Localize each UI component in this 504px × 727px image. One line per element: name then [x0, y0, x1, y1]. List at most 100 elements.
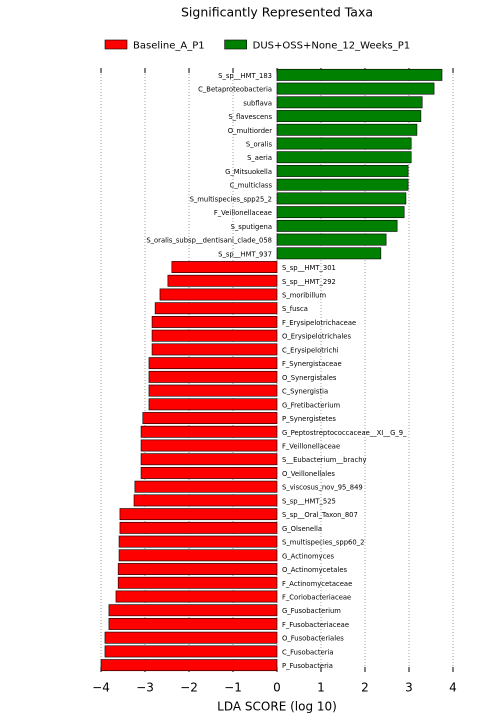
- legend-label: Baseline_A_P1: [133, 41, 205, 52]
- bar-label: S_sp__HMT_292: [282, 278, 336, 286]
- bar-label: subflava: [243, 99, 272, 107]
- bar-label: P_Fusobacteria: [282, 662, 333, 670]
- bar-label: P_Synergistetes: [282, 415, 336, 423]
- bar-label: C_Erysipelotrichi: [282, 346, 339, 354]
- bar-label: G_Fretibacterium: [282, 401, 341, 409]
- bar: [117, 576, 278, 589]
- x-tick-label: −3: [136, 681, 154, 695]
- bar: [108, 618, 278, 630]
- bar-label: C_Betaproteobacteria: [198, 86, 272, 94]
- bar-label: F_Veillonellaceae: [282, 443, 340, 451]
- bar-label: F_Fusobacteriaceae: [282, 621, 349, 629]
- bar: [119, 508, 278, 521]
- bar-label: F_Erysipelotrichaceae: [282, 319, 356, 327]
- bar-label: S_viscosus_nov_95_849: [282, 484, 363, 492]
- bar-label: F_Actinomycetaceae: [282, 580, 352, 588]
- legend-swatch: [104, 39, 128, 50]
- bar-label: S_multispecies_spp60_2: [282, 539, 364, 547]
- bar: [118, 535, 278, 548]
- x-tick-label: 1: [317, 681, 325, 695]
- x-tick-label: 3: [405, 681, 413, 695]
- bar-label: G_Peptostreptococcaceae__XI__G_9_: [282, 429, 407, 437]
- bar: [276, 137, 412, 150]
- bar-label: F_Coriobacteriaceae: [282, 594, 351, 602]
- bar: [276, 233, 387, 246]
- bar: [276, 123, 418, 136]
- legend-swatch: [224, 39, 247, 50]
- bar-label: S_multispecies_spp25_2: [190, 195, 272, 203]
- bar: [276, 68, 443, 81]
- bar: [167, 274, 278, 287]
- bar-label: F_Synergistaceae: [282, 360, 342, 368]
- bar: [119, 521, 278, 534]
- bar: [140, 467, 278, 479]
- bar-label: O_Erysipelotrichales: [282, 333, 351, 341]
- bar-label: S__Eubacterium__brachy: [282, 456, 367, 464]
- bar-label: S_sp__HMT_183: [218, 72, 272, 80]
- bar-label: S_oralis_subsp__dentisani_clade_058: [146, 237, 272, 245]
- bar: [140, 425, 278, 438]
- bar: [276, 110, 422, 122]
- chart-title: Significantly Represented Taxa: [181, 5, 373, 20]
- bar: [104, 631, 278, 644]
- bar: [142, 412, 278, 424]
- bar: [276, 206, 405, 219]
- bar-label: S_moribillum: [282, 292, 326, 300]
- bar-label: C_multiclass: [230, 182, 273, 190]
- x-axis-label: LDA SCORE (log 10): [217, 700, 337, 714]
- bar-label: O_Veillonellales: [282, 470, 335, 478]
- bar: [108, 604, 278, 617]
- bar: [100, 659, 278, 672]
- bar: [115, 590, 278, 603]
- bar-label: C_Fusobacteria: [282, 648, 334, 656]
- bar-label: S_sp__HMT_937: [218, 250, 272, 258]
- bar: [276, 165, 409, 177]
- bar-label: O_Actinomycetales: [282, 566, 347, 574]
- bar-label: S_oralis: [246, 141, 273, 149]
- x-tick-label: −1: [224, 681, 242, 695]
- x-tick-label: 2: [361, 681, 369, 695]
- bar: [154, 302, 278, 315]
- bar: [148, 357, 278, 370]
- bar: [276, 96, 423, 109]
- x-tick-label: −4: [92, 681, 110, 695]
- x-tick-label: 4: [449, 681, 457, 695]
- bar: [151, 329, 278, 342]
- bar: [140, 439, 278, 452]
- bar: [171, 261, 278, 273]
- bar: [140, 453, 278, 466]
- bar: [276, 247, 382, 260]
- bar: [117, 563, 278, 575]
- bar-label: C_Synergistia: [282, 388, 328, 396]
- bar-label: S_fusca: [282, 305, 308, 313]
- x-tick-label: 0: [273, 681, 281, 695]
- bar: [148, 398, 278, 411]
- bar: [118, 549, 278, 562]
- bar: [276, 178, 409, 191]
- bar: [151, 343, 278, 356]
- bar-label: S_sp__HMT_525: [282, 497, 336, 505]
- bar-label: O_Synergistales: [282, 374, 337, 382]
- bar: [276, 192, 407, 205]
- bar: [148, 370, 278, 383]
- bar-label: S_aeria: [247, 154, 272, 162]
- bar-label: S_sp__HMT_301: [282, 264, 336, 272]
- bar: [133, 494, 278, 507]
- bar: [134, 480, 278, 493]
- bar: [276, 219, 398, 232]
- bar-label: S_flavescens: [228, 113, 272, 121]
- bar-label: G_Actinomyces: [282, 552, 335, 560]
- bar: [148, 384, 278, 397]
- bar-label: F_Veillonellaceae: [214, 209, 272, 217]
- bar: [151, 316, 278, 328]
- bar-label: O_Fusobacteriales: [282, 635, 344, 643]
- bar-label: O_multiorder: [228, 127, 272, 135]
- bar-label: G_Olsenella: [282, 525, 322, 533]
- bar: [104, 645, 278, 658]
- bar-label: S_sp__Oral_Taxon_807: [282, 511, 358, 519]
- bar: [276, 151, 412, 164]
- bar-label: G_Fusobacterium: [282, 607, 341, 615]
- bar: [159, 288, 278, 301]
- legend-label: DUS+OSS+None_12_Weeks_P1: [253, 41, 411, 52]
